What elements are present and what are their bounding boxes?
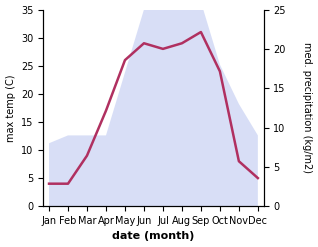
Y-axis label: max temp (C): max temp (C) <box>5 74 16 142</box>
Y-axis label: med. precipitation (kg/m2): med. precipitation (kg/m2) <box>302 42 313 173</box>
X-axis label: date (month): date (month) <box>112 231 195 242</box>
